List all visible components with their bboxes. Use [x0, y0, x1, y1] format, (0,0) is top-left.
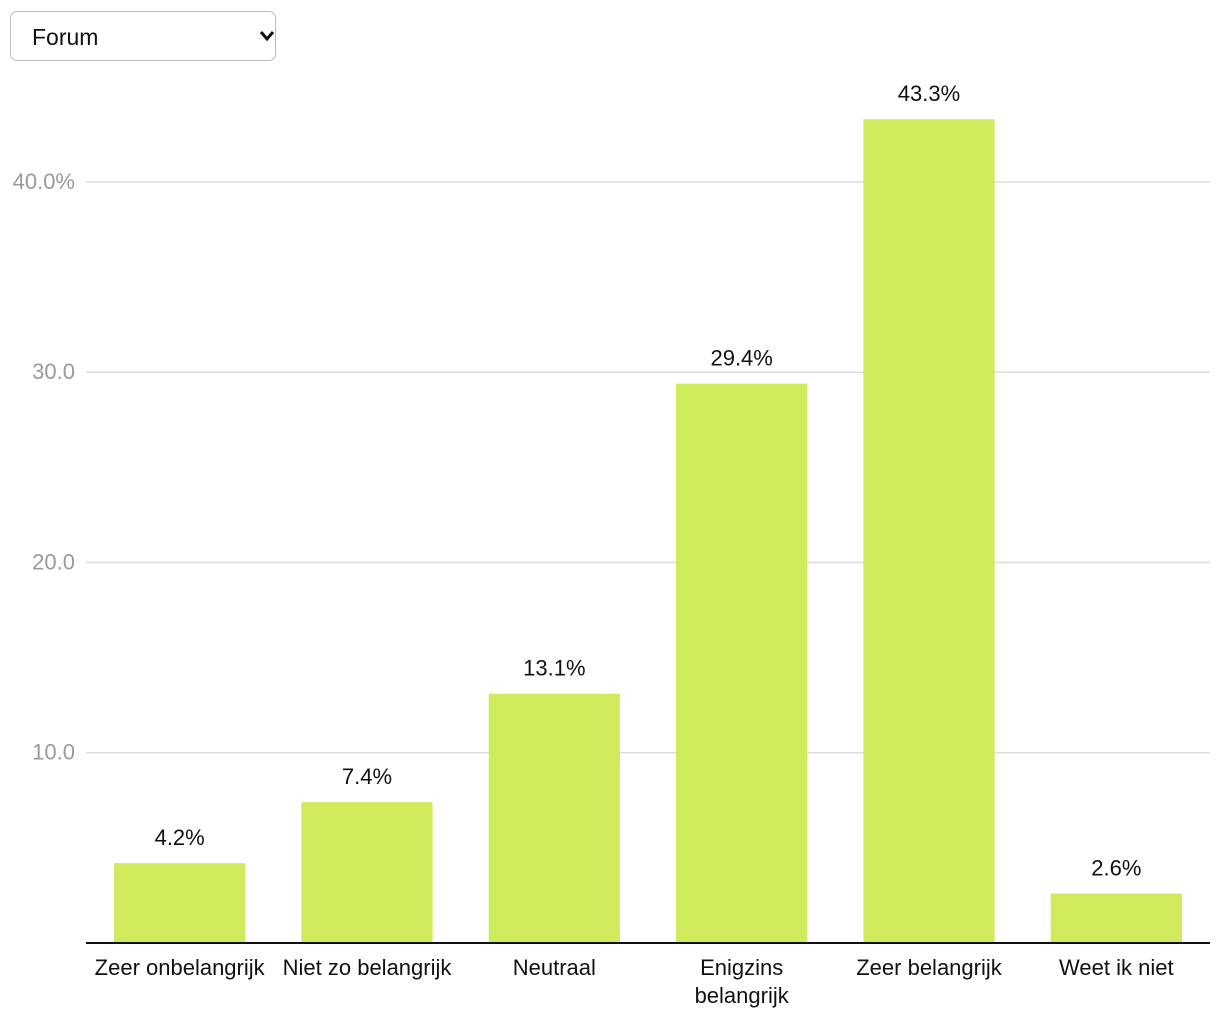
y-tick-label: 40.0%: [13, 169, 75, 194]
y-tick-label: 20.0: [32, 549, 75, 574]
dropdown[interactable]: Forum: [10, 11, 276, 61]
data-label: 4.2%: [155, 825, 205, 850]
bar: [114, 863, 246, 943]
x-tick-label: Niet zo belangrijk: [282, 955, 452, 980]
y-tick-label: 10.0: [32, 740, 75, 765]
dropdown-value: Forum: [32, 24, 99, 50]
bar: [488, 693, 620, 943]
data-label: 29.4%: [710, 345, 772, 370]
x-tick-label: Zeer onbelangrijk: [94, 955, 265, 980]
data-label: 2.6%: [1091, 855, 1141, 880]
y-tick-label: 30.0: [32, 359, 75, 384]
chevron: [259, 31, 275, 42]
data-label: 13.1%: [523, 656, 585, 681]
x-tick-label: Neutraal: [512, 955, 596, 980]
x-tick-label: Zeer belangrijk: [856, 955, 1002, 980]
bar: [1050, 893, 1182, 943]
bar: [676, 383, 808, 943]
x-tick-label: Weet ik niet: [1059, 955, 1174, 980]
x-tick-label: Enigzins belangrijk: [694, 955, 789, 1008]
bar: [863, 119, 995, 943]
bar: [301, 802, 433, 943]
data-label: 7.4%: [342, 764, 392, 789]
data-label: 43.3%: [898, 81, 960, 106]
